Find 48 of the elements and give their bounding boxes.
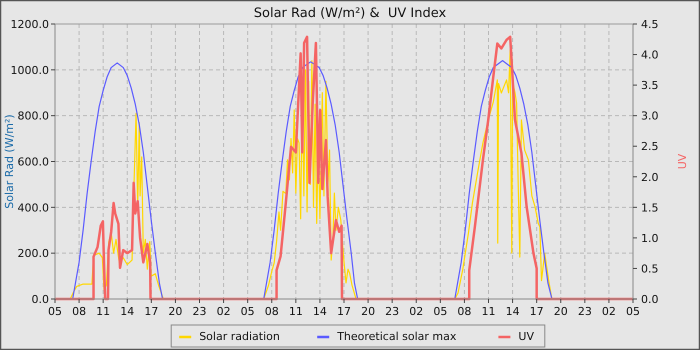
- y2-axis-title: UV: [676, 153, 689, 170]
- x-tick-label: 20: [554, 305, 568, 318]
- y-tick-label: 200.0: [18, 247, 49, 260]
- legend-label: UV: [518, 330, 534, 343]
- y2-tick-label: 0.0: [641, 293, 658, 306]
- x-tick-label: 23: [578, 305, 592, 318]
- chart-title: Solar Rad (W/m²) & UV Index: [254, 6, 447, 21]
- y2-tick-label: 3.5: [641, 79, 658, 92]
- y-axis-title: Solar Rad (W/m²): [3, 114, 16, 209]
- x-tick-label: 11: [96, 305, 110, 318]
- x-tick-label: 14: [506, 305, 520, 318]
- x-tick-label: 05: [433, 305, 448, 318]
- x-tick-label: 05: [240, 305, 255, 318]
- y-tick-label: 400.0: [18, 201, 49, 214]
- y2-tick-label: 1.5: [641, 201, 658, 214]
- x-tick-label: 17: [337, 305, 351, 318]
- y-tick-label: 1000.0: [10, 64, 49, 77]
- y-tick-label: 0.0: [32, 293, 49, 306]
- x-tick-label: 02: [409, 305, 424, 318]
- x-tick-label: 23: [385, 305, 400, 318]
- y2-tick-label: 1.0: [641, 232, 658, 245]
- x-tick-label: 08: [72, 305, 86, 318]
- legend-label: Solar radiation: [199, 330, 280, 343]
- y-tick-label: 600.0: [18, 156, 49, 168]
- x-tick-label: 20: [168, 305, 182, 318]
- x-tick-label: 11: [482, 305, 496, 318]
- x-tick-label: 08: [457, 305, 472, 318]
- y2-tick-label: 0.5: [641, 262, 658, 276]
- y2-tick-label: 4.0: [641, 48, 658, 62]
- x-tick-label: 14: [312, 305, 327, 318]
- y2-tick-label: 3.0: [641, 110, 658, 123]
- x-tick-label: 11: [288, 305, 303, 318]
- y2-tick-label: 2.5: [641, 140, 658, 154]
- x-tick-label: 05: [48, 305, 62, 318]
- y-tick-label: 800.0: [18, 110, 49, 123]
- x-tick-label: 17: [530, 305, 544, 318]
- x-tick-label: 20: [361, 305, 376, 318]
- x-tick-label: 05: [626, 305, 640, 318]
- x-tick-label: 14: [120, 305, 134, 318]
- x-tick-label: 02: [216, 305, 231, 318]
- legend-label: Theoretical solar max: [336, 330, 457, 343]
- x-tick-label: 02: [602, 305, 616, 318]
- y2-tick-label: 2.0: [641, 170, 658, 184]
- y2-tick-label: 4.5: [641, 18, 658, 31]
- x-tick-label: 08: [264, 305, 279, 318]
- x-tick-label: 23: [192, 305, 206, 318]
- x-tick-label: 17: [144, 305, 158, 318]
- y-tick-label: 1200.0: [10, 18, 49, 31]
